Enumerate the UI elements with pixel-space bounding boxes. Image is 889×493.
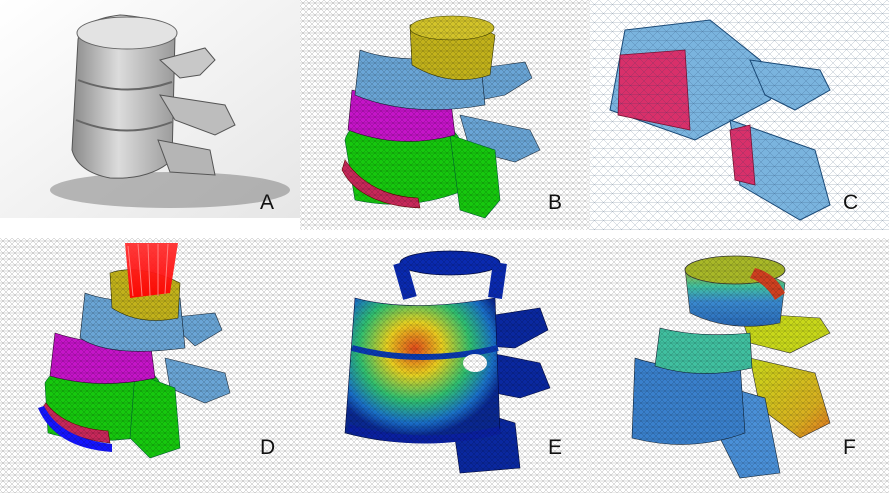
load-arrows-icon	[125, 243, 178, 298]
panel-f: F	[590, 238, 889, 493]
panel-c: C	[590, 0, 889, 230]
stress-contour-model	[300, 238, 590, 493]
panel-label: A	[260, 191, 275, 214]
panel-label: B	[548, 191, 563, 214]
panel-a: A	[0, 0, 300, 218]
mesh-icon	[300, 0, 590, 230]
vertebra-cad-icon	[0, 0, 300, 218]
panel-label: D	[260, 436, 276, 459]
panel-label: C	[843, 191, 859, 214]
panel-b: B	[300, 0, 590, 230]
mesh-icon	[590, 0, 889, 230]
panel-label: F	[843, 436, 856, 459]
panel-e: E	[300, 238, 590, 493]
panel-d: D	[0, 238, 300, 493]
panel-label: E	[548, 436, 563, 459]
boundary-conditions-model	[0, 238, 300, 493]
stress-contour-model	[590, 238, 889, 493]
